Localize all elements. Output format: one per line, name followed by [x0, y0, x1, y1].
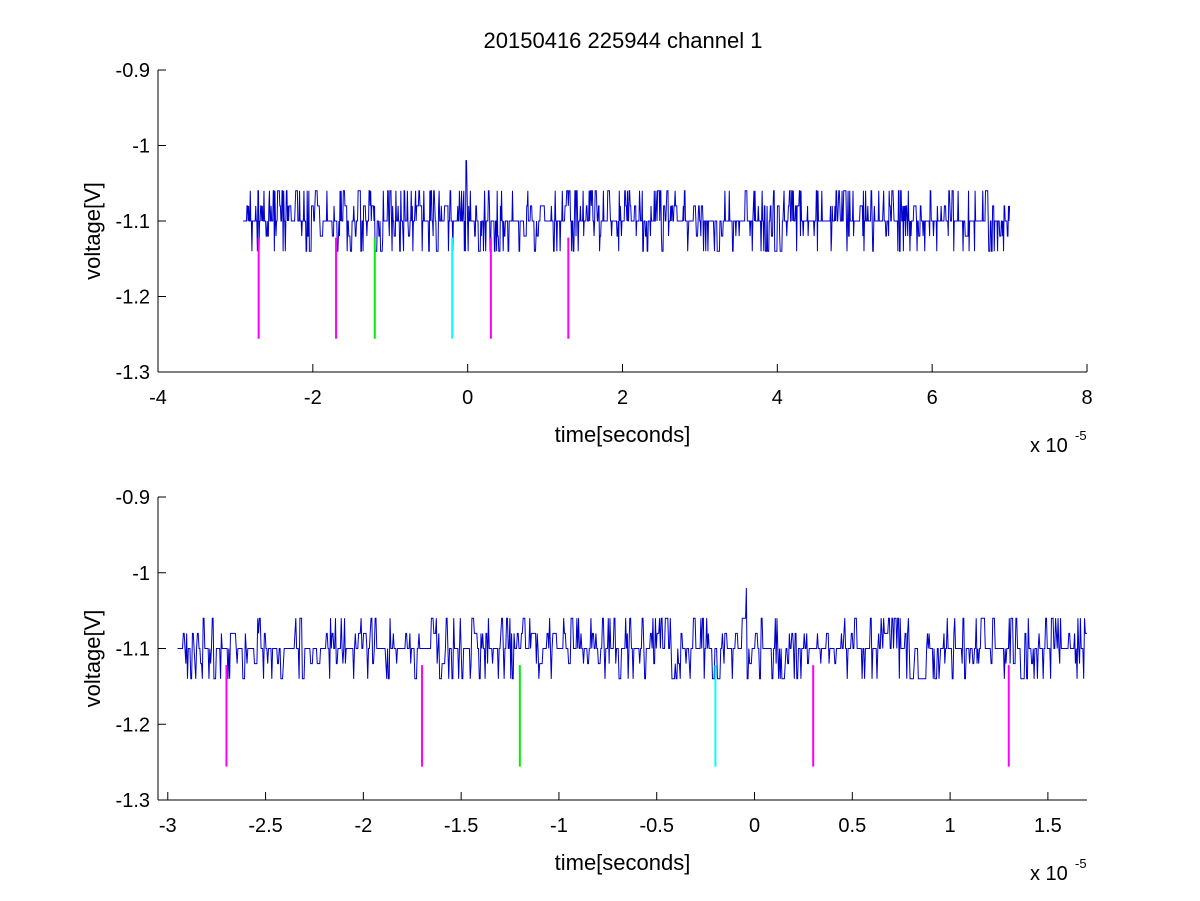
signal-series-line: [243, 160, 1011, 252]
x-multiplier-exponent: -5: [1075, 428, 1087, 443]
bottom-subplot: -3 -2.5 -2 -1.5 -1 -0.5 0 0.5 1 1.5 -0.9 -1 -1.1 -1.2…: [80, 487, 1087, 885]
y-axis-label: voltage[V]: [80, 182, 105, 280]
y-tick-label: -1: [132, 563, 150, 585]
top-subplot: -4 -2 0 2 4 6 8 -0.9 -1 -1.1 -1.2 -1.3 time[seconds]…: [80, 60, 1093, 457]
y-tick-label: -1: [132, 136, 150, 158]
y-tick-label: -1.1: [116, 211, 150, 233]
y-tick-label: -1.3: [116, 362, 150, 384]
x-tick-label: -2.5: [248, 815, 282, 837]
y-tick-label: -0.9: [116, 60, 150, 82]
x-tick-label: 6: [927, 387, 938, 409]
x-tick-label: 1: [945, 815, 956, 837]
x-multiplier: x 10: [1030, 863, 1068, 885]
y-axis-label: voltage[V]: [80, 610, 105, 708]
x-tick-label: -3: [159, 815, 177, 837]
x-tick-label: 4: [772, 387, 783, 409]
x-tick-label: -2: [304, 387, 322, 409]
x-tick-label: -2: [354, 815, 372, 837]
x-tick-label: -0.5: [639, 815, 673, 837]
x-axis-label: time[seconds]: [555, 422, 691, 447]
x-tick-label: 0: [462, 387, 473, 409]
x-tick-label: 0.5: [838, 815, 866, 837]
x-multiplier: x 10: [1030, 435, 1068, 457]
x-tick-label: 1.5: [1034, 815, 1062, 837]
y-tick-label: -1.1: [116, 639, 150, 661]
x-tick-label: -1: [550, 815, 568, 837]
x-tick-label: -1.5: [444, 815, 478, 837]
y-tick-label: -0.9: [116, 487, 150, 509]
x-tick-label: 0: [749, 815, 760, 837]
y-tick-label: -1.2: [116, 287, 150, 309]
x-axis-label: time[seconds]: [555, 850, 691, 875]
x-tick-label: 8: [1081, 387, 1092, 409]
x-tick-label: -4: [149, 387, 167, 409]
y-tick-label: -1.2: [116, 714, 150, 736]
signal-series-line: [177, 587, 1087, 680]
y-tick-label: -1.3: [116, 790, 150, 812]
x-multiplier-exponent: -5: [1075, 856, 1087, 871]
figure-title: 20150416 225944 channel 1: [484, 28, 763, 53]
x-tick-label: 2: [617, 387, 628, 409]
